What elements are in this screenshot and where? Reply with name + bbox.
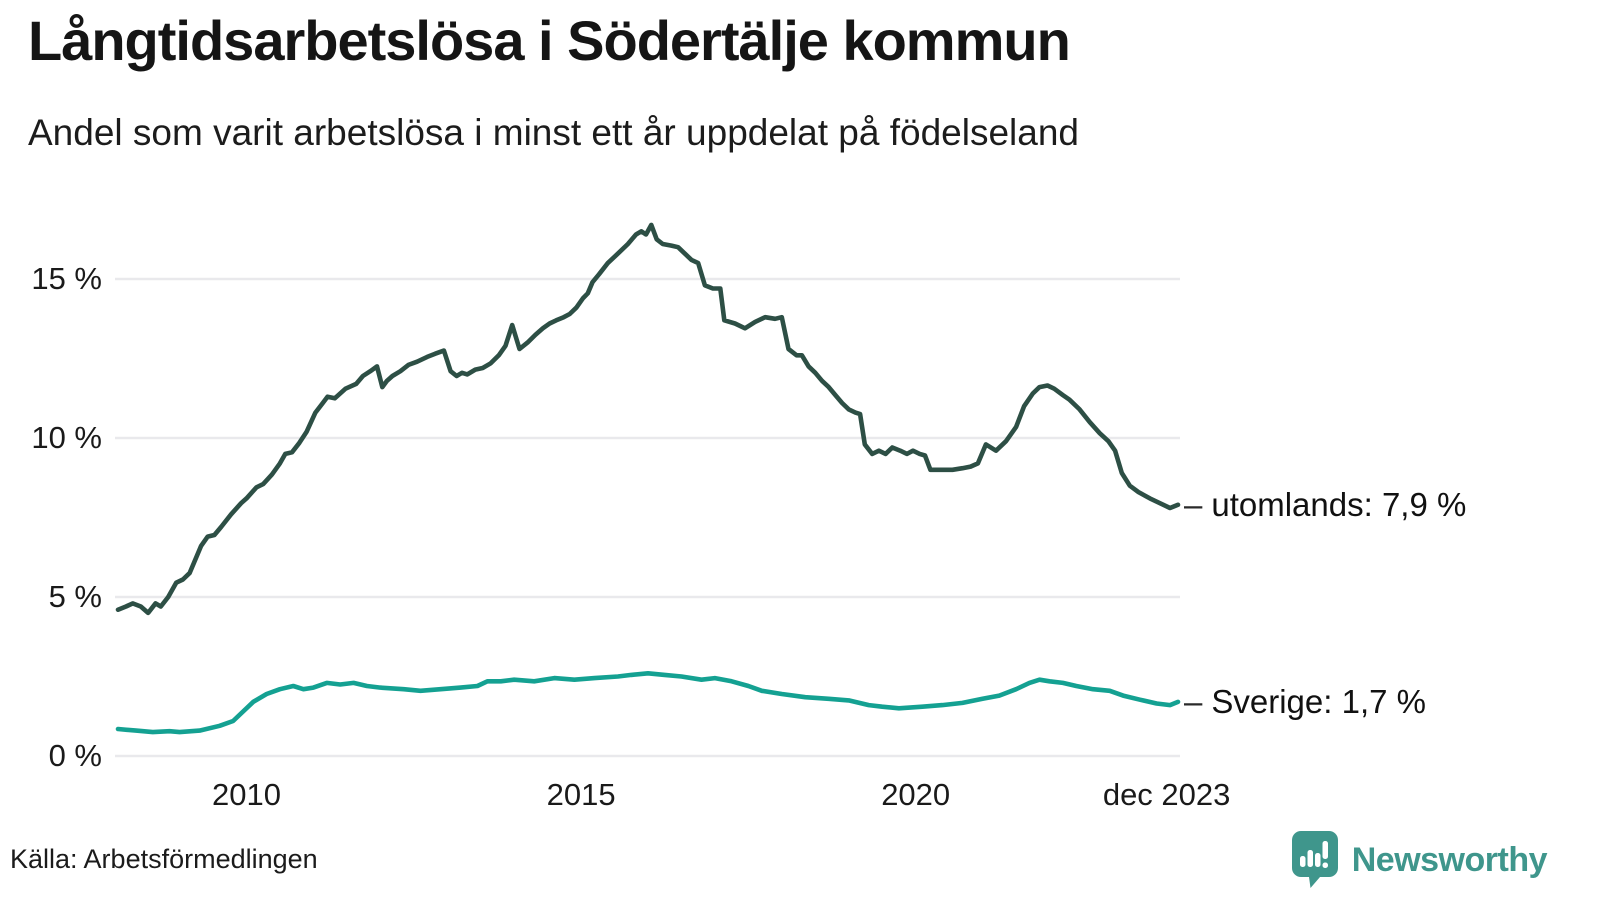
newsworthy-speech-bubble-icon — [1291, 831, 1338, 888]
label-connector-dash: – — [1184, 682, 1203, 720]
y-tick-label-2: 5 % — [48, 579, 102, 614]
x-tick-label-1: 2015 — [546, 777, 616, 812]
series-end-label-text: Sverige: 1,7 % — [1211, 682, 1426, 720]
source-label: Källa: Arbetsförmedlingen — [10, 844, 318, 874]
newsworthy-wordmark: Newsworthy — [1351, 840, 1548, 879]
x-tick-label-2: 2020 — [881, 777, 951, 812]
series-end-label-text: utomlands: 7,9 % — [1211, 485, 1467, 523]
label-connector-dash: – — [1184, 485, 1203, 523]
series-end-label-utomlands: – utomlands: 7,9 % — [1184, 485, 1466, 525]
chart-subtitle: Andel som varit arbetslösa i minst ett å… — [28, 112, 1079, 153]
newsworthy-logo[interactable]: Newsworthy — [1291, 830, 1548, 890]
chart-title: Långtidsarbetslösa i Södertälje kommun — [28, 9, 1071, 72]
series-end-label-Sverige: – Sverige: 1,7 % — [1184, 682, 1426, 722]
series-line-utomlands — [115, 222, 1181, 616]
x-tick-label-3: dec 2023 — [1102, 777, 1231, 812]
series-line-Sverige — [115, 670, 1181, 735]
x-tick-label-0: 2010 — [212, 777, 281, 812]
y-tick-label-1: 10 % — [31, 420, 102, 455]
y-tick-label-0: 15 % — [31, 261, 102, 296]
y-tick-label-3: 0 % — [48, 738, 102, 773]
